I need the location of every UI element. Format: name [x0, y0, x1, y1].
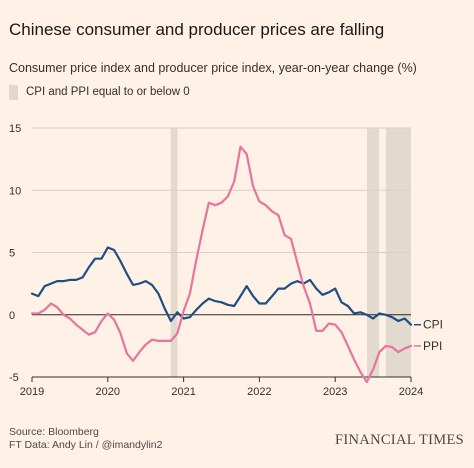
ft-logo: FINANCIAL TIMES — [335, 432, 464, 448]
legend-shade-swatch — [9, 84, 18, 100]
series-line-ppi — [30, 145, 413, 384]
x-tick-label-1: 2020 — [96, 386, 120, 398]
y-tick-label-0: 15 — [9, 123, 21, 135]
series-label-cpi: CPI — [423, 318, 443, 332]
legend: CPI and PPI equal to or below 0 — [9, 84, 190, 100]
y-tick-label-3: 0 — [9, 310, 15, 322]
source-note: Source: Bloomberg FT Data: Andy Lin / @i… — [9, 426, 162, 452]
x-tick-label-5: 2024 — [399, 386, 423, 398]
legend-shade-label: CPI and PPI equal to or below 0 — [26, 86, 190, 98]
series-label-ppi: PPI — [423, 339, 442, 353]
y-tick-label-1: 10 — [9, 185, 21, 197]
x-tick-label-2: 2021 — [171, 386, 195, 398]
x-tick-label-3: 2022 — [247, 386, 271, 398]
series-line-cpi — [30, 246, 413, 326]
y-tick-label-2: 5 — [9, 248, 15, 260]
credit-text: FT Data: Andy Lin / @imandylin2 — [9, 439, 163, 451]
x-tick-label-0: 2019 — [20, 386, 44, 398]
chart-subtitle: Consumer price index and producer price … — [9, 61, 417, 75]
chart-title: Chinese consumer and producer prices are… — [9, 20, 385, 39]
y-tick-label-4: -5 — [9, 372, 19, 384]
source-text: Source: Bloomberg — [9, 426, 99, 438]
x-tick-label-4: 2023 — [323, 386, 347, 398]
